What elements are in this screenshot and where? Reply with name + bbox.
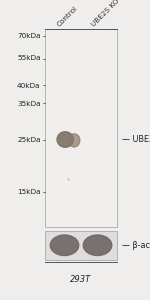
Text: 70kDa: 70kDa: [17, 33, 40, 39]
Text: Control: Control: [57, 5, 79, 28]
Text: 15kDa: 15kDa: [17, 189, 40, 195]
Text: — UBE2S: — UBE2S: [122, 135, 150, 144]
Text: 293T: 293T: [70, 274, 92, 284]
Text: — β-actin: — β-actin: [122, 241, 150, 250]
Ellipse shape: [69, 134, 80, 147]
Ellipse shape: [57, 132, 74, 147]
Text: UBE2S KO: UBE2S KO: [90, 0, 120, 28]
Ellipse shape: [83, 235, 112, 256]
Bar: [45, 28, 117, 226]
Text: 35kDa: 35kDa: [17, 100, 40, 106]
Text: 40kDa: 40kDa: [17, 82, 40, 88]
Text: 25kDa: 25kDa: [17, 136, 40, 142]
Bar: [45, 231, 117, 260]
Ellipse shape: [50, 235, 79, 256]
Text: 55kDa: 55kDa: [17, 56, 40, 62]
